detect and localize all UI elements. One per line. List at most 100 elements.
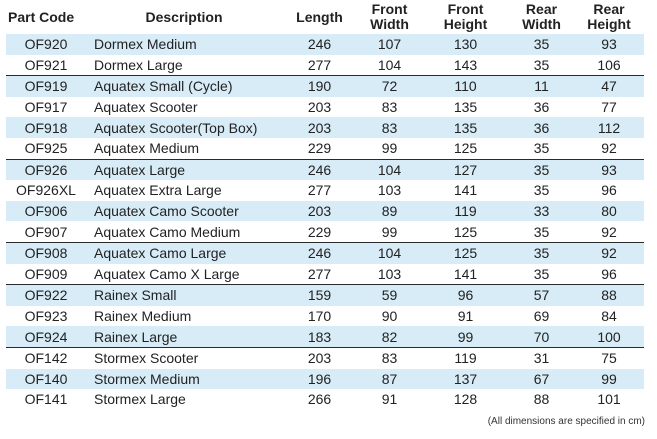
table-row: OF142 Stormex Scooter 203 83 119 31 75: [6, 346, 644, 369]
front-width-cell: 89: [357, 200, 422, 222]
front-height-cell: 141: [453, 265, 478, 282]
table-row: OF921 Dormex Large 277 104 143 35 106: [6, 55, 644, 76]
front-width-cell: 103: [377, 182, 402, 199]
part-code-cell: OF906: [6, 200, 86, 222]
front-width-cell: 104: [357, 241, 422, 264]
table-body: OF920 Dormex Medium 246 107 130 35 93 OF921 Dorm…: [6, 34, 644, 410]
front-width-cell: 91: [381, 391, 398, 408]
front-height-cell: 119: [422, 346, 509, 369]
front-height-cell: 99: [422, 326, 509, 348]
rear-width-cell: 35: [533, 140, 550, 157]
rear-height-cell: 96: [601, 265, 617, 282]
front-width-cell: 104: [377, 56, 402, 73]
rear-height-cell: 106: [597, 56, 621, 73]
front-height-cell: 125: [453, 223, 478, 240]
front-height-cell: 127: [422, 158, 509, 181]
description-cell: Aquatex Camo Scooter: [86, 200, 282, 222]
front-width-cell: 103: [377, 265, 402, 282]
rear-height-cell: 112: [574, 117, 644, 138]
front-width-cell: 83: [381, 99, 398, 116]
table-row: OF919 Aquatex Small (Cycle) 190 72 110 11 47: [6, 75, 644, 97]
front-height-cell: 135: [422, 117, 509, 138]
table-row: OF926XL Aquatex Extra Large 277 103 141 35 96: [6, 180, 644, 201]
table-row: OF923 Rainex Medium 170 90 91 69 84: [6, 306, 644, 327]
description-cell: Aquatex Scooter: [94, 99, 198, 116]
description-cell: Aquatex Large: [86, 158, 282, 181]
table-row: OF908 Aquatex Camo Large 246 104 125 35 92: [6, 241, 644, 264]
rear-width-cell: 67: [509, 368, 574, 390]
header-front-height: Front Height: [422, 0, 509, 34]
rear-height-cell: 92: [601, 223, 617, 240]
part-code-cell: OF925: [24, 140, 68, 157]
dimensions-table: Part Code Description Length Front Width …: [6, 0, 644, 410]
description-cell: Dormex Large: [94, 56, 183, 73]
table-row: OF907 Aquatex Camo Medium 229 99 125 35 92: [6, 221, 644, 242]
length-cell: 203: [282, 200, 357, 222]
part-code-cell: OF907: [24, 223, 68, 240]
front-height-cell: 128: [453, 391, 478, 408]
header-front-height-line2: Height: [443, 16, 488, 32]
length-cell: 246: [282, 158, 357, 181]
part-code-cell: OF142: [6, 346, 86, 369]
header-rear-height: Rear Height: [574, 0, 644, 34]
rear-width-cell: 35: [533, 56, 550, 73]
description-cell: Rainex Medium: [94, 308, 192, 325]
header-row: Part Code Description Length Front Width …: [6, 0, 644, 34]
front-width-cell: 83: [357, 117, 422, 138]
table-row: OF906 Aquatex Camo Scooter 203 89 119 33 80: [6, 200, 644, 222]
length-cell: 246: [282, 34, 357, 55]
front-height-cell: 135: [453, 99, 478, 116]
header-front-height-line1: Front: [447, 1, 484, 17]
rear-width-cell: 69: [533, 308, 550, 325]
description-cell: Rainex Large: [86, 326, 282, 348]
table-row: OF920 Dormex Medium 246 107 130 35 93: [6, 34, 644, 55]
length-cell: 229: [307, 140, 332, 157]
rear-width-cell: 35: [533, 265, 550, 282]
rear-height-cell: 75: [574, 346, 644, 369]
rear-height-cell: 93: [574, 158, 644, 181]
part-code-cell: OF908: [6, 241, 86, 264]
rear-width-cell: 35: [509, 158, 574, 181]
front-width-cell: 82: [357, 326, 422, 348]
description-cell: Dormex Medium: [86, 34, 282, 55]
front-width-cell: 87: [357, 368, 422, 390]
rear-width-cell: 57: [509, 284, 574, 306]
description-cell: Aquatex Camo X Large: [94, 265, 240, 282]
table-row: OF922 Rainex Small 159 59 96 57 88: [6, 284, 644, 306]
length-cell: 183: [282, 326, 357, 348]
front-width-cell: 104: [357, 158, 422, 181]
description-cell: Aquatex Medium: [94, 140, 200, 157]
part-code-cell: OF921: [24, 56, 68, 73]
rear-height-cell: 96: [601, 182, 617, 199]
front-height-cell: 141: [453, 182, 478, 199]
table-row: OF917 Aquatex Scooter 203 83 135 36 77: [6, 97, 644, 118]
rear-width-cell: 35: [533, 223, 550, 240]
length-cell: 246: [282, 241, 357, 264]
front-height-cell: 143: [453, 56, 478, 73]
header-length: Length: [296, 8, 343, 25]
front-width-cell: 72: [357, 75, 422, 97]
header-front-width-line1: Front: [371, 1, 408, 17]
description-cell: Stormex Large: [94, 391, 186, 408]
table-row: OF918 Aquatex Scooter(Top Box) 203 83 135 36 1…: [6, 117, 644, 138]
length-cell: 277: [307, 265, 332, 282]
front-width-cell: 99: [381, 223, 398, 240]
rear-width-cell: 35: [533, 182, 550, 199]
front-height-cell: 130: [422, 34, 509, 55]
description-cell: Aquatex Camo Large: [86, 241, 282, 264]
rear-height-cell: 77: [601, 99, 617, 116]
length-cell: 170: [307, 308, 332, 325]
header-rear-width-line2: Width: [522, 16, 561, 32]
front-height-cell: 91: [457, 308, 474, 325]
length-cell: 277: [307, 56, 332, 73]
front-width-cell: 99: [381, 140, 398, 157]
front-width-cell: 90: [381, 308, 398, 325]
header-description: Description: [145, 8, 223, 25]
front-height-cell: 137: [422, 368, 509, 390]
table-row: OF925 Aquatex Medium 229 99 125 35 92: [6, 138, 644, 159]
front-height-cell: 96: [422, 284, 509, 306]
part-code-cell: OF140: [6, 368, 86, 390]
rear-height-cell: 99: [574, 368, 644, 390]
rear-width-cell: 33: [509, 200, 574, 222]
rear-width-cell: 11: [509, 75, 574, 97]
